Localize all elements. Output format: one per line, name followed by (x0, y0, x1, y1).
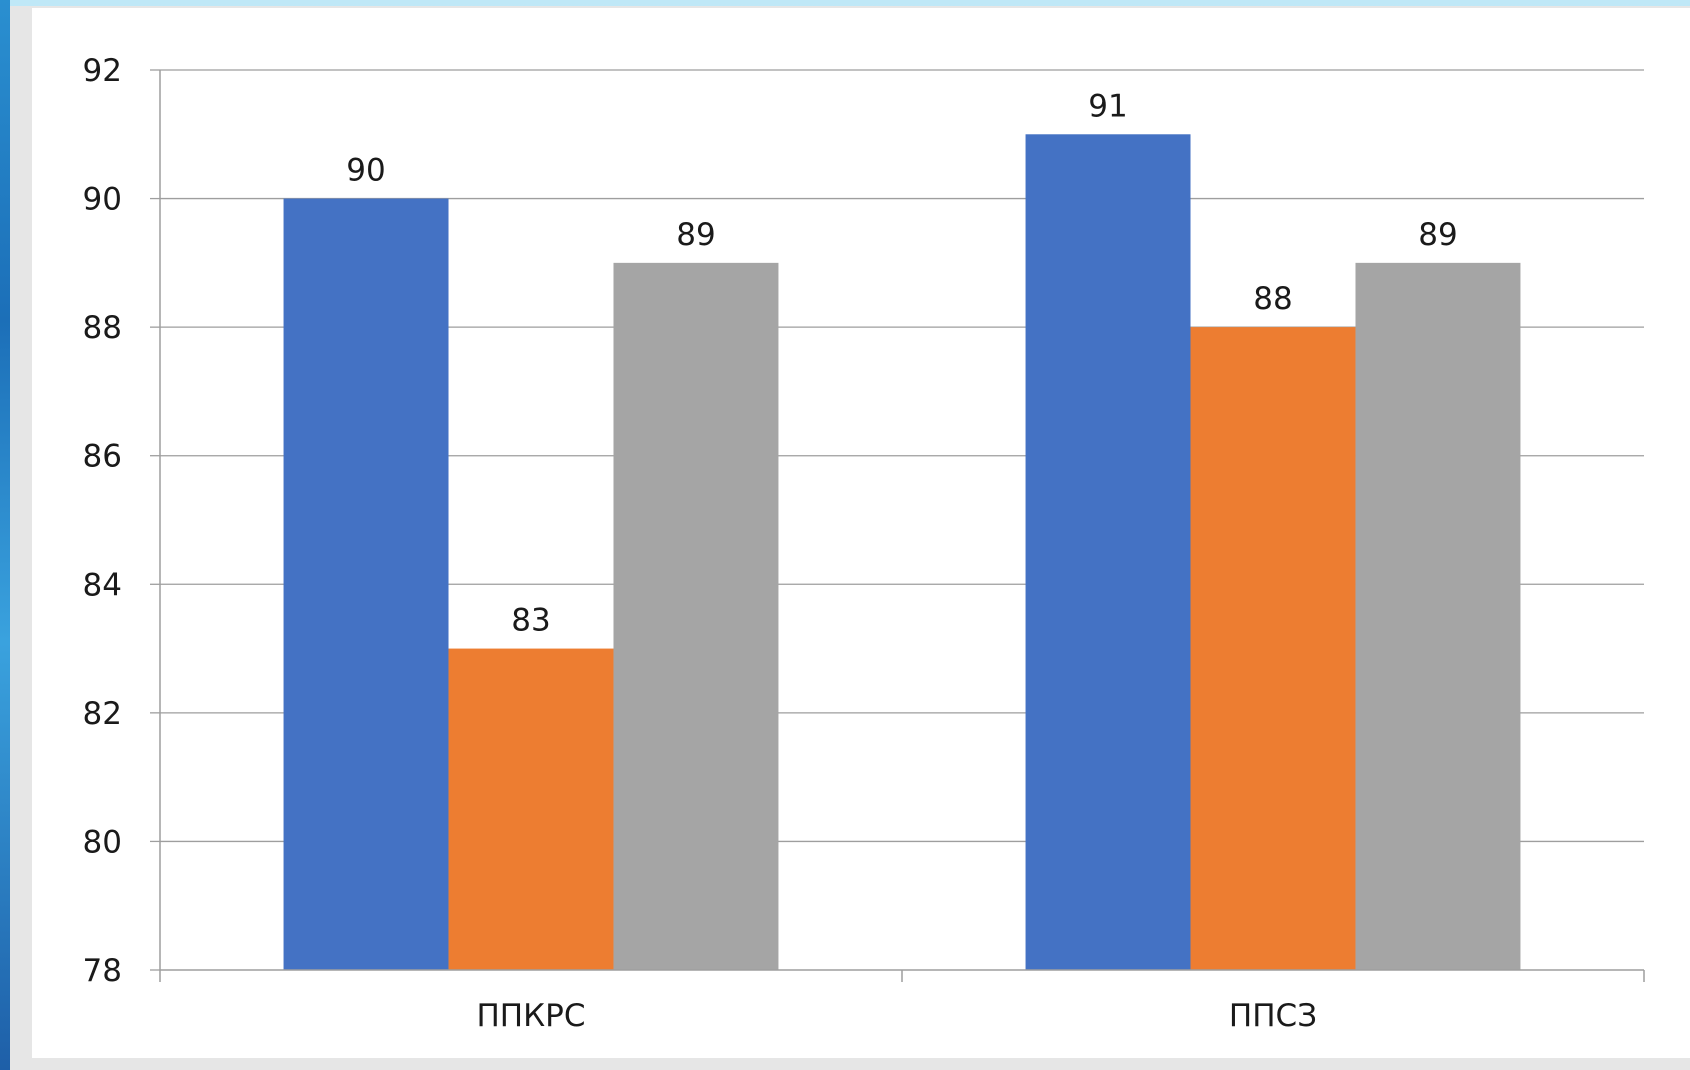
y-tick-label: 80 (83, 824, 122, 860)
data-label: 89 (1418, 217, 1457, 253)
bar (448, 648, 614, 970)
category-label: ППСЗ (1229, 998, 1317, 1034)
y-tick-label: 84 (83, 567, 122, 603)
y-tick-label: 92 (83, 53, 122, 89)
y-tick-label: 86 (83, 439, 122, 475)
y-tick-label: 78 (83, 953, 122, 989)
data-labels: 90 83 89 91 88 89 (346, 88, 1457, 638)
bar (613, 262, 779, 970)
bar (1025, 134, 1191, 971)
category-label: ППКРС (477, 998, 586, 1034)
bar (283, 198, 449, 971)
data-label: 89 (676, 217, 715, 253)
y-tick-label: 90 (83, 182, 122, 218)
data-label: 91 (1088, 88, 1127, 124)
bars (283, 134, 1521, 971)
y-tick-label: 82 (83, 696, 122, 732)
bar (1190, 327, 1356, 971)
x-axis-categories: ППКРС ППСЗ (477, 998, 1318, 1034)
data-label: 88 (1253, 281, 1292, 317)
bar (1355, 262, 1521, 970)
data-label: 83 (511, 603, 550, 639)
axes (150, 69, 1645, 982)
y-axis-ticks: 78 80 82 84 86 88 90 92 (83, 53, 122, 989)
background-strip (0, 0, 10, 1070)
y-tick-label: 88 (83, 310, 122, 346)
data-label: 90 (346, 153, 385, 189)
